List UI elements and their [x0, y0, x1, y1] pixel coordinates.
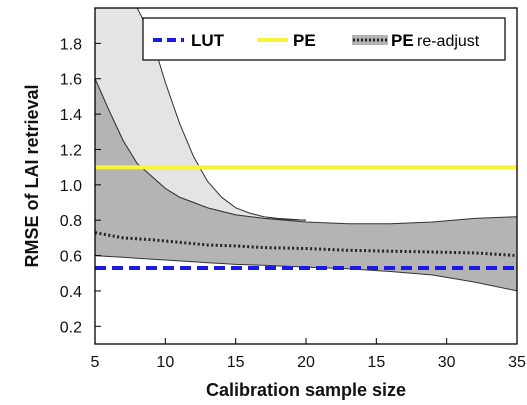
x-tick-label: 20 [297, 354, 315, 371]
legend-pe-label: PE [293, 31, 316, 50]
y-tick-label: 0.6 [60, 249, 82, 266]
y-tick-label: 0.2 [60, 319, 82, 336]
band-1-upper-edge [95, 78, 517, 225]
y-tick-label: 1.2 [60, 142, 82, 159]
band-0-upper-edge [95, 8, 307, 221]
band-1-lower-edge [95, 255, 517, 292]
y-tick-label: 1.8 [60, 36, 82, 53]
y-tick-label: 1.6 [60, 72, 82, 89]
x-tick-label: 10 [156, 354, 174, 371]
x-tick-label: 15 [227, 354, 245, 371]
legend: LUT PE PE re-adjust [142, 17, 506, 61]
series-lines [95, 165, 517, 270]
y-tick-label: 1.0 [60, 178, 82, 195]
x-tick-label: 30 [438, 354, 456, 371]
y-tick-label: 0.4 [60, 284, 82, 301]
x-tick-label: 5 [91, 354, 100, 371]
band-1 [95, 78, 517, 291]
x-tick-label: 35 [508, 354, 526, 371]
y-axis-title: RMSE of LAI retrieval [22, 84, 42, 267]
legend-box [142, 17, 506, 61]
x-axis-ticks: 5 10 15 20 15 30 35 [91, 338, 526, 371]
y-tick-label: 1.4 [60, 107, 82, 124]
pe-readjust-line [95, 231, 517, 258]
y-axis-ticks: 0.2 0.4 0.6 0.8 1.0 1.2 1.4 1.6 1.8 [60, 36, 101, 336]
legend-readjust-label: PE [391, 31, 414, 50]
x-tick-label: 15 [367, 354, 385, 371]
x-axis-title: Calibration sample size [206, 380, 406, 400]
legend-lut-label: LUT [191, 31, 225, 50]
y-tick-label: 0.8 [60, 213, 82, 230]
legend-readjust-suffix: re-adjust [417, 33, 480, 50]
